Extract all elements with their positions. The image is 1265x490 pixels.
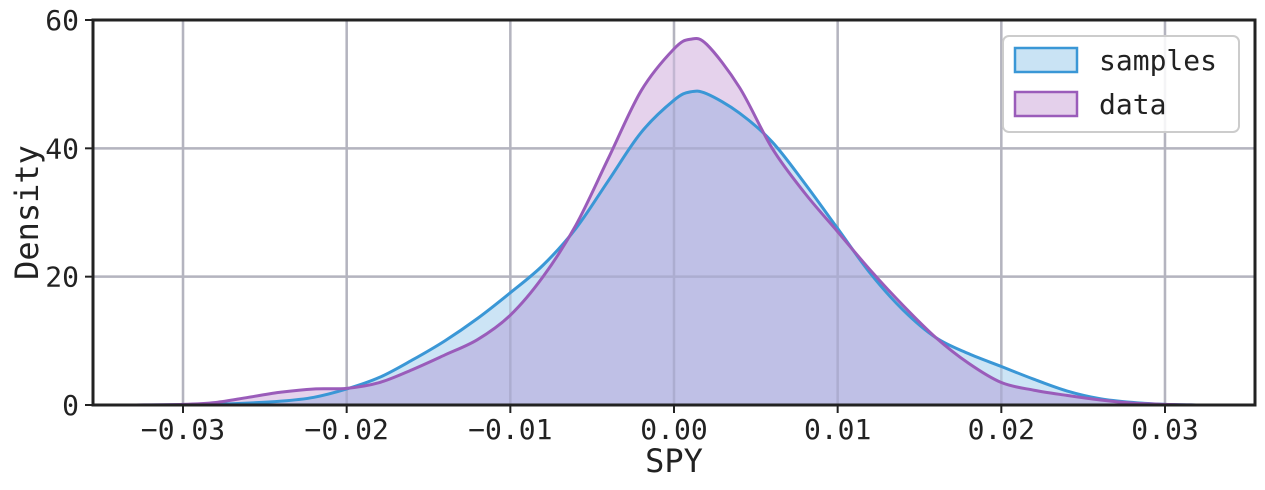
legend-label: data	[1099, 88, 1166, 121]
y-tick-label: 0	[62, 389, 79, 422]
x-tick-label: 0.01	[804, 413, 871, 446]
legend-item-samples: samples	[1013, 44, 1217, 77]
legend-label: samples	[1099, 44, 1217, 77]
tick-layer: −0.03 −0.02 −0.01 0.00 0.01 0.02 0.03 0 20 40 60	[45, 4, 1198, 446]
x-tick-label: 0.02	[968, 413, 1035, 446]
x-tick-label: 0.00	[640, 413, 707, 446]
y-tick-label: 60	[45, 4, 79, 37]
y-tick-label: 40	[45, 132, 79, 165]
y-tick-label: 20	[45, 261, 79, 294]
legend-swatch	[1013, 90, 1079, 118]
y-axis-label: Density	[8, 145, 46, 280]
x-tick-label: −0.01	[468, 413, 552, 446]
x-axis-label: SPY	[645, 442, 703, 480]
series-line-data	[133, 36, 1198, 407]
overlap-area	[133, 91, 1198, 405]
x-tick-label: −0.02	[305, 413, 389, 446]
legend-swatch	[1013, 46, 1079, 74]
x-tick-label: 0.03	[1131, 413, 1198, 446]
x-tick-label: −0.03	[141, 413, 225, 446]
legend-item-data: data	[1013, 88, 1166, 121]
legend: samples data	[1002, 35, 1240, 133]
